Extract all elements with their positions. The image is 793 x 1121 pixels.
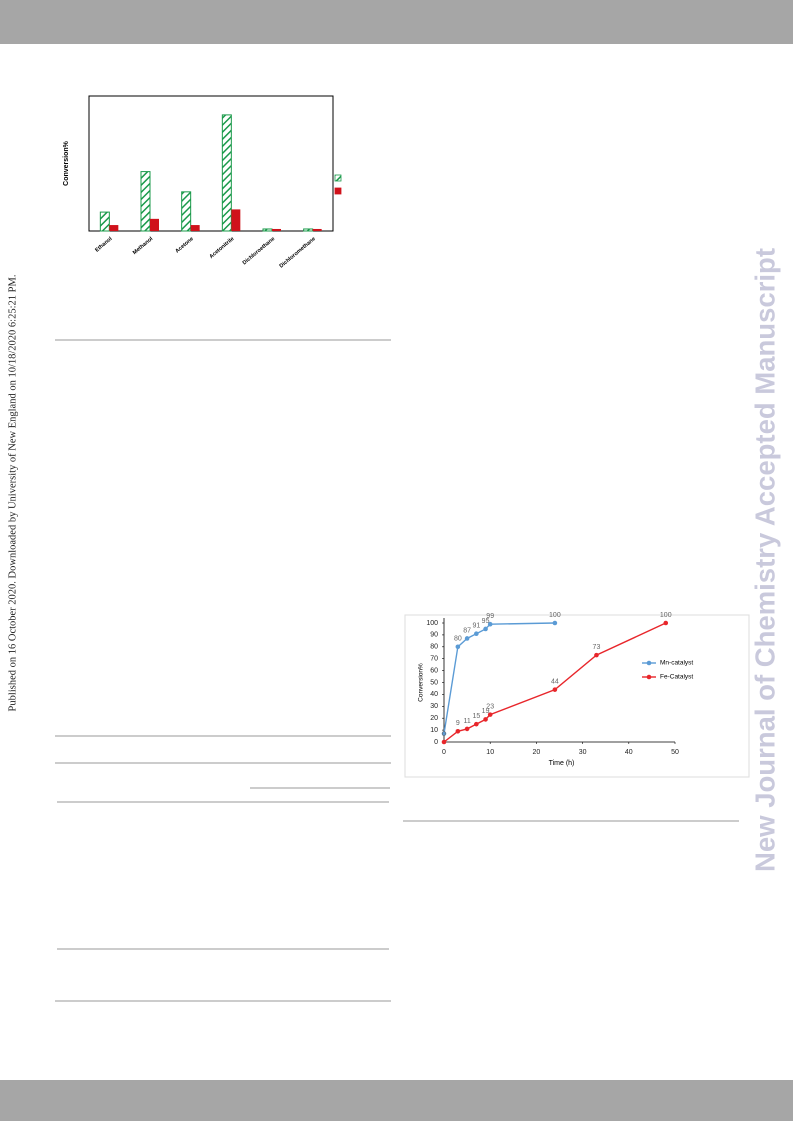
point xyxy=(441,739,447,745)
header-bar xyxy=(0,0,793,44)
legend-label: Mn-catalyst xyxy=(660,660,693,667)
legend-swatch xyxy=(334,174,342,182)
data-label: 19 xyxy=(482,708,490,715)
point xyxy=(594,652,599,658)
footer-bar xyxy=(0,1080,793,1121)
legend-label: Fe-Catalyst xyxy=(660,674,693,681)
chart-frame xyxy=(404,614,750,778)
x-tick-label: 20 xyxy=(533,749,541,756)
point xyxy=(552,620,558,626)
y-tick-label: 60 xyxy=(430,667,438,674)
data-label: 100 xyxy=(549,612,561,619)
legend-marker xyxy=(646,660,652,666)
x-tick-label: Acetone xyxy=(174,236,194,255)
bar xyxy=(181,191,192,232)
bar xyxy=(150,218,159,231)
data-label: 99 xyxy=(486,613,494,620)
x-tick-label: 30 xyxy=(579,749,587,756)
legend-marker xyxy=(646,674,652,680)
point xyxy=(663,620,669,626)
data-label: 44 xyxy=(551,678,559,685)
point xyxy=(464,726,470,732)
bar xyxy=(312,228,322,231)
point xyxy=(487,621,493,627)
data-label: 95 xyxy=(482,618,490,625)
y-tick-label: 90 xyxy=(430,632,438,639)
y-tick-label: 100 xyxy=(426,620,438,627)
x-tick-label: Dichloroethane xyxy=(242,236,277,266)
y-tick-label: 40 xyxy=(430,691,438,698)
y-tick-label: 50 xyxy=(430,679,438,686)
data-label: 87 xyxy=(463,627,471,634)
y-tick-label: 30 xyxy=(430,703,438,710)
y-tick-label: 70 xyxy=(430,656,438,663)
point xyxy=(441,731,447,736)
point xyxy=(483,626,488,632)
x-tick-label: 50 xyxy=(671,749,679,756)
y-tick-label: 20 xyxy=(430,715,438,722)
side-note: Published on 16 October 2020. Downloaded… xyxy=(7,275,18,712)
bar xyxy=(221,114,232,232)
y-axis-label: Conversion% xyxy=(63,140,70,186)
plot-area xyxy=(88,95,334,232)
y-axis-label: Conversion% xyxy=(418,663,425,702)
data-label: 100 xyxy=(660,612,672,619)
x-tick-label: Methanol xyxy=(132,236,155,256)
bar xyxy=(109,225,119,231)
data-label: 73 xyxy=(593,644,601,651)
bar xyxy=(140,171,151,232)
y-tick-label: 0 xyxy=(434,739,438,746)
point xyxy=(483,717,488,722)
y-tick-label: 80 xyxy=(430,644,438,651)
data-label: 91 xyxy=(472,623,480,630)
x-tick-label: Ethanol xyxy=(94,236,114,254)
data-label: 9 xyxy=(456,720,460,727)
data-label: 11 xyxy=(463,718,470,725)
x-tick-label: 0 xyxy=(442,749,446,756)
data-label: 15 xyxy=(472,713,480,720)
x-tick-label: 40 xyxy=(625,749,633,756)
data-label: 23 xyxy=(486,703,494,710)
bar xyxy=(231,209,241,231)
bar xyxy=(99,211,110,232)
point xyxy=(552,687,558,692)
point xyxy=(474,721,479,727)
data-label: 80 xyxy=(454,636,462,643)
point xyxy=(455,644,461,650)
watermark: New Journal of Chemistry Accepted Manusc… xyxy=(749,248,780,872)
bar xyxy=(262,228,273,232)
point xyxy=(487,712,493,717)
x-axis-label: Time (h) xyxy=(549,760,575,767)
bar xyxy=(303,228,314,232)
point xyxy=(464,636,470,641)
point xyxy=(455,728,461,734)
y-tick-label: 10 xyxy=(430,727,438,734)
data-label: 0 xyxy=(442,731,446,738)
x-tick-label: Acetonitrile xyxy=(209,236,236,260)
bar xyxy=(272,228,281,231)
point xyxy=(474,631,479,637)
x-tick-label: 10 xyxy=(486,749,494,756)
legend-swatch xyxy=(334,187,342,195)
bar xyxy=(190,225,200,231)
x-tick-label: Dichloromethane xyxy=(279,236,317,269)
